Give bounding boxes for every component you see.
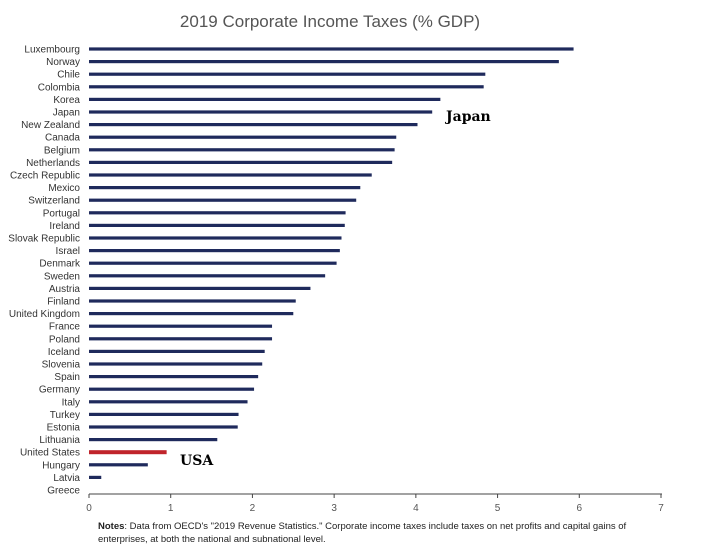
notes-label: Notes [98, 521, 125, 532]
category-label-iceland: Iceland [48, 347, 80, 358]
bar-austria [89, 286, 311, 290]
x-tick-label: 3 [331, 503, 337, 514]
category-labels-group: LuxembourgNorwayChileColombiaKoreaJapanN… [8, 45, 81, 497]
category-label-switzerland: Switzerland [28, 196, 80, 207]
bar-finland [89, 299, 296, 303]
category-label-denmark: Denmark [39, 259, 81, 270]
category-label-united-kingdom: United Kingdom [9, 309, 80, 320]
bar-chile [89, 72, 486, 76]
bar-latvia [89, 475, 102, 479]
category-label-slovenia: Slovenia [42, 360, 81, 371]
bar-united-states [89, 450, 167, 455]
notes-footer: Notes: Data from OECD's "2019 Revenue St… [98, 520, 658, 546]
bar-chart: 2019 Corporate Income Taxes (% GDP) Luxe… [8, 12, 664, 514]
bar-korea [89, 97, 441, 101]
category-label-luxembourg: Luxembourg [24, 45, 80, 56]
bar-norway [89, 60, 559, 64]
x-tick-label: 1 [168, 503, 174, 514]
category-label-latvia: Latvia [53, 473, 80, 484]
category-label-chile: Chile [57, 70, 80, 81]
bar-iceland [89, 349, 265, 353]
x-tick-label: 0 [86, 503, 92, 514]
category-label-israel: Israel [56, 246, 80, 257]
category-label-japan: Japan [53, 108, 80, 119]
bar-belgium [89, 148, 395, 152]
category-label-slovak-republic: Slovak Republic [8, 234, 80, 245]
bar-netherlands [89, 160, 393, 164]
bar-japan [89, 110, 433, 114]
bar-slovak-republic [89, 236, 342, 240]
category-label-sweden: Sweden [44, 271, 80, 282]
annotation-japan: Japan [444, 109, 491, 125]
bar-united-kingdom [89, 312, 294, 316]
category-label-colombia: Colombia [38, 82, 81, 93]
bar-sweden [89, 274, 326, 278]
category-label-czech-republic: Czech Republic [10, 171, 80, 182]
bar-czech-republic [89, 173, 372, 177]
bar-turkey [89, 412, 239, 416]
bar-lithuania [89, 438, 218, 442]
category-label-spain: Spain [54, 372, 80, 383]
annotation-usa: USA [180, 453, 214, 469]
bar-luxembourg [89, 47, 574, 51]
bar-mexico [89, 186, 361, 190]
x-tick-label: 2 [250, 503, 256, 514]
bar-germany [89, 387, 255, 391]
category-label-italy: Italy [62, 397, 80, 408]
x-tick-label: 5 [495, 503, 501, 514]
category-label-netherlands: Netherlands [26, 158, 80, 169]
category-label-lithuania: Lithuania [39, 435, 80, 446]
bar-slovenia [89, 362, 263, 366]
bar-france [89, 324, 273, 328]
bar-hungary [89, 463, 148, 467]
bar-colombia [89, 85, 484, 89]
category-label-greece: Greece [47, 486, 80, 497]
x-tick-label: 6 [577, 503, 583, 514]
category-label-belgium: Belgium [44, 145, 80, 156]
category-label-finland: Finland [47, 297, 80, 308]
category-label-united-states: United States [20, 448, 80, 459]
category-label-france: France [49, 322, 81, 333]
category-label-austria: Austria [49, 284, 81, 295]
category-label-norway: Norway [46, 57, 80, 68]
category-label-germany: Germany [39, 385, 80, 396]
bar-spain [89, 375, 259, 379]
bar-estonia [89, 425, 238, 429]
category-label-estonia: Estonia [47, 423, 81, 434]
bar-portugal [89, 211, 346, 215]
bar-italy [89, 400, 248, 404]
bar-poland [89, 337, 273, 341]
bar-ireland [89, 223, 345, 227]
x-tick-label: 7 [658, 503, 664, 514]
category-label-turkey: Turkey [50, 410, 80, 421]
category-label-mexico: Mexico [48, 183, 80, 194]
bar-new-zealand [89, 123, 418, 127]
bars-group [89, 47, 574, 479]
annotations-group: Japan USA [180, 109, 491, 469]
x-axis: 0 1 2 3 4 5 6 7 [86, 493, 664, 514]
category-label-canada: Canada [45, 133, 80, 144]
category-label-portugal: Portugal [43, 208, 80, 219]
notes-text: : Data from OECD's "2019 Revenue Statist… [98, 521, 627, 545]
bar-denmark [89, 261, 337, 265]
chart-title: 2019 Corporate Income Taxes (% GDP) [180, 12, 480, 31]
category-label-hungary: Hungary [42, 460, 80, 471]
category-label-ireland: Ireland [49, 221, 80, 232]
bar-canada [89, 135, 397, 139]
bar-switzerland [89, 198, 357, 202]
x-tick-label: 4 [413, 503, 419, 514]
category-label-new-zealand: New Zealand [21, 120, 80, 131]
category-label-poland: Poland [49, 334, 80, 345]
category-label-korea: Korea [53, 95, 80, 106]
bar-israel [89, 249, 340, 253]
